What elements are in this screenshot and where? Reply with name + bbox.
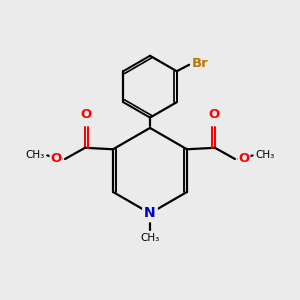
- Text: CH₃: CH₃: [26, 150, 45, 160]
- Text: CH₃: CH₃: [255, 150, 274, 160]
- Text: O: O: [80, 108, 92, 121]
- Text: O: O: [50, 152, 61, 165]
- Text: Br: Br: [191, 57, 208, 70]
- Text: N: N: [144, 206, 156, 220]
- Text: O: O: [238, 152, 250, 165]
- Text: O: O: [208, 108, 220, 121]
- Text: CH₃: CH₃: [140, 233, 160, 243]
